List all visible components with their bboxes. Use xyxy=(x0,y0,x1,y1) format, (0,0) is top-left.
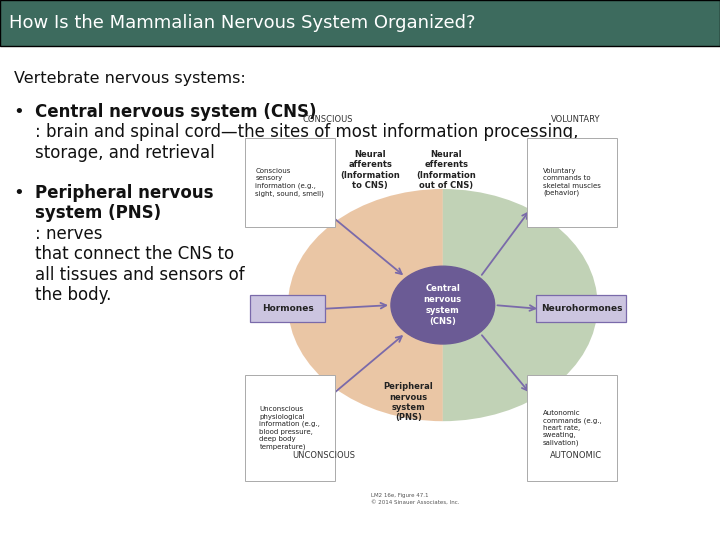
Wedge shape xyxy=(443,189,598,421)
Text: Hormones: Hormones xyxy=(262,305,313,313)
Text: storage, and retrieval: storage, and retrieval xyxy=(35,144,215,161)
Text: Voluntary
commands to
skeletal muscles
(behavior): Voluntary commands to skeletal muscles (… xyxy=(543,168,601,197)
Text: Peripheral
nervous
system
(PNS): Peripheral nervous system (PNS) xyxy=(383,382,433,422)
Text: system (PNS): system (PNS) xyxy=(35,204,161,222)
FancyBboxPatch shape xyxy=(527,138,617,227)
Text: VOLUNTARY: VOLUNTARY xyxy=(552,115,600,124)
Wedge shape xyxy=(288,189,443,421)
Text: Peripheral nervous: Peripheral nervous xyxy=(35,184,213,201)
Text: : brain and spinal cord—the sites of most information processing,: : brain and spinal cord—the sites of mos… xyxy=(35,123,578,141)
Text: CONSCIOUS: CONSCIOUS xyxy=(302,115,353,124)
Text: Unconscious
physiological
information (e.g.,
blood pressure,
deep body
temperatu: Unconscious physiological information (e… xyxy=(259,406,320,450)
Text: Neural
afferents
(Information
to CNS): Neural afferents (Information to CNS) xyxy=(341,150,400,190)
Text: : nerves: : nerves xyxy=(35,225,102,242)
Text: Conscious
sensory
information (e.g.,
sight, sound, smell): Conscious sensory information (e.g., sig… xyxy=(256,168,324,197)
FancyBboxPatch shape xyxy=(245,375,335,481)
Text: •: • xyxy=(13,184,24,201)
Text: Autonomic
commands (e.g.,
heart rate,
sweating,
salivation): Autonomic commands (e.g., heart rate, sw… xyxy=(543,410,601,446)
Circle shape xyxy=(391,266,495,344)
Circle shape xyxy=(400,273,486,338)
FancyBboxPatch shape xyxy=(0,0,720,46)
Text: LM2 16e, Figure 47.1
© 2014 Sinauer Associates, Inc.: LM2 16e, Figure 47.1 © 2014 Sinauer Asso… xyxy=(371,494,459,505)
Text: AUTONOMIC: AUTONOMIC xyxy=(550,451,602,460)
Text: Neural
efferents
(Information
out of CNS): Neural efferents (Information out of CNS… xyxy=(417,150,476,190)
FancyBboxPatch shape xyxy=(527,375,617,481)
Text: all tissues and sensors of: all tissues and sensors of xyxy=(35,266,244,284)
Text: Central
nervous
system
(CNS): Central nervous system (CNS) xyxy=(424,284,462,326)
FancyBboxPatch shape xyxy=(245,138,335,227)
Text: UNCONSCIOUS: UNCONSCIOUS xyxy=(292,451,355,460)
Text: •: • xyxy=(13,103,24,120)
Text: the body.: the body. xyxy=(35,286,111,304)
Text: Central nervous system (CNS): Central nervous system (CNS) xyxy=(35,103,316,120)
FancyBboxPatch shape xyxy=(250,295,325,322)
Text: Vertebrate nervous systems:: Vertebrate nervous systems: xyxy=(14,71,246,86)
Text: Neurohormones: Neurohormones xyxy=(541,305,622,313)
Text: that connect the CNS to: that connect the CNS to xyxy=(35,245,234,263)
FancyBboxPatch shape xyxy=(536,295,626,322)
Text: How Is the Mammalian Nervous System Organized?: How Is the Mammalian Nervous System Orga… xyxy=(9,14,475,32)
